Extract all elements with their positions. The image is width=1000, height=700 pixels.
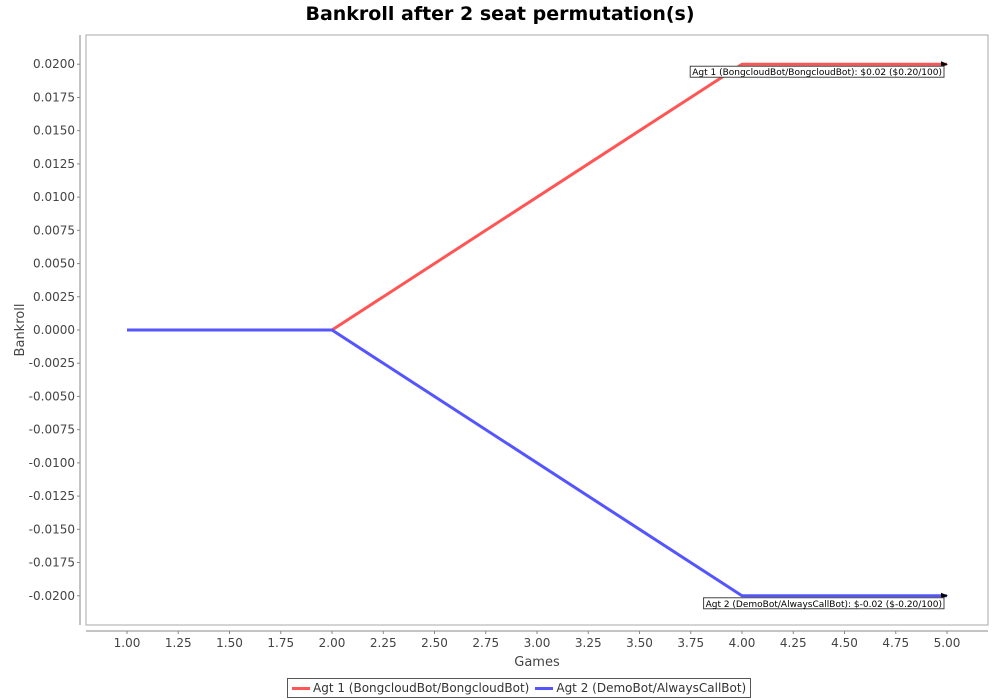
annotation-layer: Agt 1 (BongcloudBot/BongcloudBot): $0.02… bbox=[689, 61, 948, 610]
y-tick-label: -0.0050 bbox=[29, 389, 75, 403]
y-tick-label: -0.0175 bbox=[29, 556, 75, 570]
plot-frame bbox=[79, 34, 989, 632]
legend-swatch bbox=[535, 686, 554, 690]
legend-item-2: Agt 2 (DemoBot/AlwaysCallBot) bbox=[535, 681, 746, 695]
y-tick-label: 0.0050 bbox=[33, 257, 75, 271]
annotation-text: Agt 2 (DemoBot/AlwaysCallBot): $-0.02 ($… bbox=[706, 600, 942, 610]
y-tick-label: -0.0075 bbox=[29, 423, 75, 437]
x-tick-label: 3.75 bbox=[677, 636, 704, 650]
x-tick-label: 5.00 bbox=[934, 636, 961, 650]
x-tick-label: 4.50 bbox=[831, 636, 858, 650]
legend-item-1: Agt 1 (BongcloudBot/BongcloudBot) bbox=[292, 681, 529, 695]
x-tick-label: 3.50 bbox=[626, 636, 653, 650]
y-tick-label: -0.0100 bbox=[29, 456, 75, 470]
x-tick-label: 1.50 bbox=[216, 636, 243, 650]
x-tick-label: 1.00 bbox=[114, 636, 141, 650]
y-tick-label: 0.0150 bbox=[33, 124, 75, 138]
annotation-box bbox=[703, 597, 945, 610]
x-tick-label: 4.00 bbox=[729, 636, 756, 650]
y-tick-label: 0.0100 bbox=[33, 190, 75, 204]
x-tick-label: 2.25 bbox=[370, 636, 397, 650]
y-tick-label: 0.0075 bbox=[33, 223, 75, 237]
legend-label: Agt 2 (DemoBot/AlwaysCallBot) bbox=[556, 681, 747, 695]
x-tick-label: 4.75 bbox=[882, 636, 909, 650]
y-axis-label: Bankroll bbox=[13, 304, 28, 357]
y-tick-label: -0.0200 bbox=[29, 589, 75, 603]
legend: Agt 1 (BongcloudBot/BongcloudBot) Agt 2 (… bbox=[287, 678, 752, 698]
x-axis: 1.00 1.25 1.50 1.75 2.00 2.25 2.50 2.75 3.00 3.25… bbox=[114, 631, 961, 650]
series-layer bbox=[127, 62, 947, 598]
chart-title: Bankroll after 2 seat permutation(s) bbox=[305, 3, 695, 25]
legend-swatch bbox=[292, 686, 310, 690]
x-tick-label: 3.25 bbox=[575, 636, 602, 650]
x-tick-label: 2.75 bbox=[472, 636, 499, 650]
y-tick-label: 0.0175 bbox=[33, 90, 75, 104]
y-tick-label: 0.0125 bbox=[33, 157, 75, 171]
annotation-1: Agt 1 (BongcloudBot/BongcloudBot): $0.02… bbox=[689, 65, 945, 78]
annotation-text: Agt 1 (BongcloudBot/BongcloudBot): $0.02… bbox=[692, 68, 942, 78]
series-line-2 bbox=[127, 328, 947, 598]
y-tick-label: 0.0025 bbox=[33, 290, 75, 304]
y-tick-label: 0.0200 bbox=[33, 57, 75, 71]
y-tick-label: 0.0000 bbox=[33, 323, 75, 337]
x-tick-label: 2.00 bbox=[319, 636, 346, 650]
legend-label: Agt 1 (BongcloudBot/BongcloudBot) bbox=[313, 681, 530, 695]
x-tick-label: 1.25 bbox=[165, 636, 192, 650]
x-tick-label: 2.50 bbox=[421, 636, 448, 650]
annotation-2: Agt 2 (DemoBot/AlwaysCallBot): $-0.02 ($… bbox=[703, 597, 945, 610]
y-tick-label: -0.0125 bbox=[29, 489, 75, 503]
x-tick-label: 3.00 bbox=[524, 636, 551, 650]
y-axis: 0.0200 0.0175 0.0150 0.0125 0.0100 0.0075 0.00… bbox=[29, 57, 80, 603]
x-axis-label: Games bbox=[514, 655, 560, 670]
x-tick-label: 4.25 bbox=[780, 636, 807, 650]
y-tick-label: -0.0150 bbox=[29, 522, 75, 536]
annotation-box bbox=[689, 65, 945, 78]
x-tick-label: 1.75 bbox=[267, 636, 294, 650]
y-tick-label: -0.0025 bbox=[29, 356, 75, 370]
